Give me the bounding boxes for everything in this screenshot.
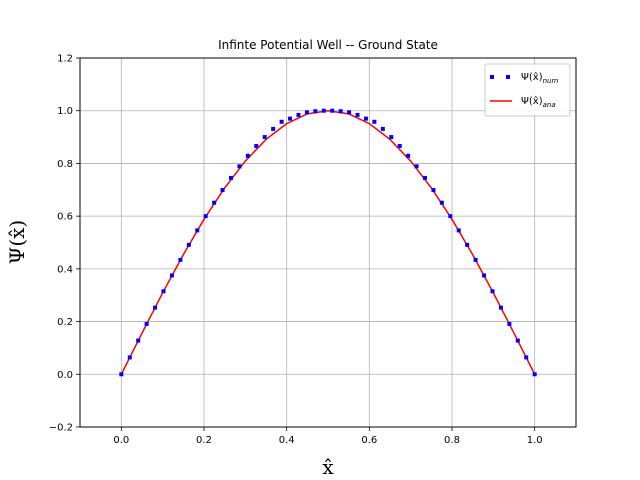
data-point-num: [380, 126, 385, 131]
data-point-num: [330, 108, 335, 113]
data-point-num: [271, 126, 276, 131]
data-point-num: [515, 338, 520, 343]
y-tick-label: 1.2: [57, 54, 73, 65]
y-tick-label: 0.2: [57, 317, 73, 328]
data-point-num: [186, 242, 191, 247]
data-point-num: [220, 188, 225, 193]
x-tick-label: 0.8: [444, 435, 460, 446]
data-point-num: [144, 321, 149, 326]
y-tick-label: 0.0: [57, 370, 73, 381]
data-point-num: [279, 119, 284, 124]
data-point-num: [212, 200, 217, 205]
data-point-num: [203, 214, 208, 219]
x-tick-label: 1.0: [527, 435, 543, 446]
plot-area: [119, 108, 537, 377]
data-point-num: [431, 188, 436, 193]
legend-marker-num: [490, 75, 494, 79]
data-point-num: [254, 144, 259, 149]
x-tick-label: 0.6: [361, 435, 377, 446]
data-point-num: [347, 110, 352, 115]
data-point-num: [448, 214, 453, 219]
data-point-num: [482, 273, 487, 278]
data-point-num: [456, 228, 461, 233]
data-point-num: [245, 153, 250, 158]
axis-ticks: 0.0 0.2 0.4 0.6 0.8 1.0 −0.2 0.0 0.2 0.4 0.6 0.8 1.0…: [49, 54, 543, 447]
y-tick-label: −0.2: [49, 423, 73, 434]
data-point-num: [304, 110, 309, 115]
data-point-num: [296, 112, 301, 117]
legend-marker-num: [506, 75, 510, 79]
data-point-num: [161, 289, 166, 294]
x-tick-label: 0.4: [279, 435, 295, 446]
legend-label-num: Ψ(x̂)num: [521, 71, 558, 85]
data-point-num: [507, 321, 512, 326]
data-point-num: [178, 257, 183, 262]
y-axis-label: Ψ(x̂): [5, 220, 29, 264]
data-point-num: [136, 338, 141, 343]
legend: Ψ(x̂)num Ψ(x̂)ana: [484, 63, 571, 117]
data-point-num: [532, 372, 537, 377]
data-point-num: [389, 135, 394, 140]
x-axis-label: x̂: [322, 455, 334, 479]
data-point-num: [363, 116, 368, 121]
data-point-num: [237, 164, 242, 169]
x-tick-label: 0.0: [113, 435, 129, 446]
data-point-num: [169, 273, 174, 278]
data-point-num: [262, 135, 267, 140]
data-point-num: [338, 109, 343, 114]
data-point-num: [228, 175, 233, 180]
axes-frame: [79, 57, 577, 428]
chart-title: Infinte Potential Well -- Ground State: [218, 38, 438, 52]
series-line-ana: [120, 109, 536, 375]
data-point-num: [465, 242, 470, 247]
data-point-num: [414, 164, 419, 169]
data-point-num: [195, 228, 200, 233]
data-point-num: [127, 355, 132, 360]
data-point-num: [524, 355, 529, 360]
data-point-num: [321, 108, 326, 113]
data-point-num: [490, 289, 495, 294]
data-point-num: [153, 305, 158, 310]
data-point-num: [288, 116, 293, 121]
data-point-num: [498, 305, 503, 310]
data-point-num: [473, 257, 478, 262]
y-tick-label: 0.8: [57, 159, 73, 170]
y-tick-label: 0.6: [57, 212, 73, 223]
data-point-num: [423, 175, 428, 180]
data-point-num: [372, 119, 377, 124]
y-tick-label: 1.0: [57, 106, 73, 117]
x-tick-label: 0.2: [196, 435, 212, 446]
data-point-num: [119, 372, 124, 377]
legend-label-ana: Ψ(x̂)ana: [521, 95, 556, 109]
data-point-num: [439, 200, 444, 205]
data-point-num: [406, 153, 411, 158]
data-point-num: [313, 109, 318, 114]
data-point-num: [397, 144, 402, 149]
y-tick-label: 0.4: [57, 264, 73, 275]
data-point-num: [355, 112, 360, 117]
